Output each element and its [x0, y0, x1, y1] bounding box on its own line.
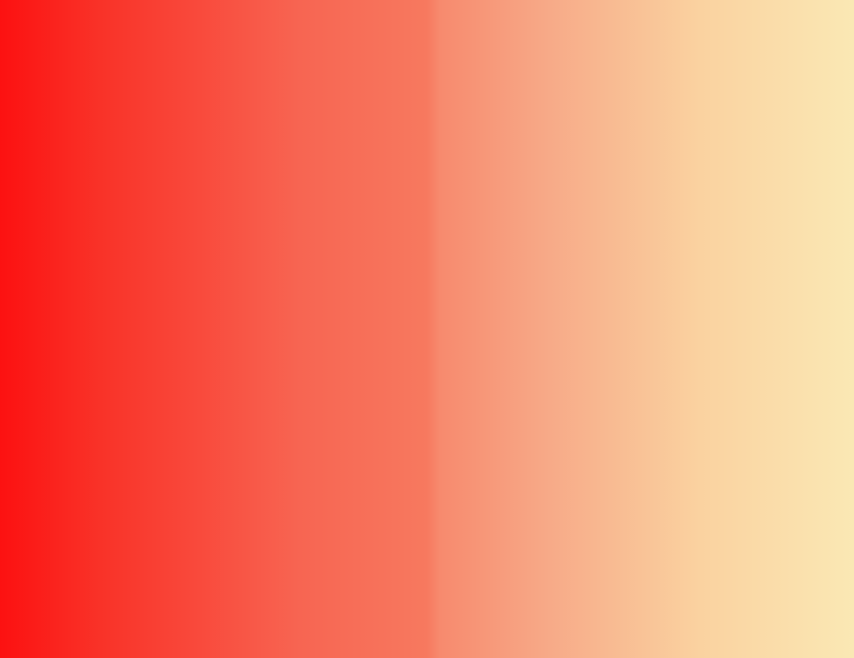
horizontal-gradient-fill: [0, 0, 854, 658]
gradient-image-canvas: [0, 0, 854, 658]
